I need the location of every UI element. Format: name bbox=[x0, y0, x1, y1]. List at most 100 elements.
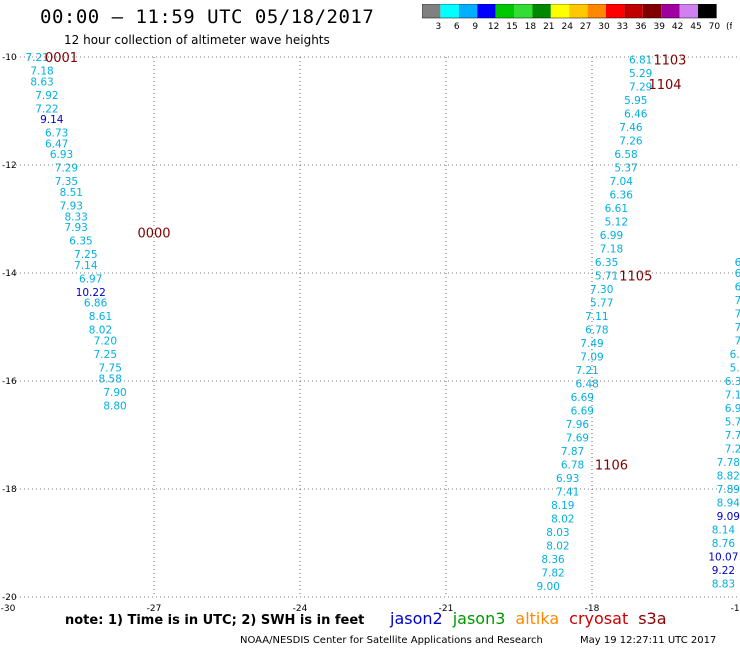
colorbar-label: 33 bbox=[617, 22, 628, 32]
wave-height-value: 7.25 bbox=[74, 249, 97, 261]
y-tick-label: -18 bbox=[2, 485, 17, 495]
wave-height-value: 7.78 bbox=[717, 457, 740, 469]
wave-height-value: 6.46 bbox=[624, 109, 648, 121]
colorbar-label: (ft) bbox=[726, 22, 732, 32]
wave-height-value: 7.18 bbox=[600, 244, 623, 256]
wave-height-value: 7 bbox=[735, 336, 740, 348]
wave-height-value: 6.47 bbox=[45, 138, 68, 150]
wave-height-value: 7.92 bbox=[35, 90, 58, 102]
wave-height-value: 5.7 bbox=[725, 417, 740, 429]
x-tick-label: -27 bbox=[147, 604, 162, 614]
satellite-legend: jason2 jason3 altika cryosat s3a bbox=[390, 609, 677, 628]
colorbar-label: 42 bbox=[672, 22, 683, 32]
wave-height-value: 6.73 bbox=[45, 128, 68, 140]
wave-height-value: 5.77 bbox=[590, 298, 613, 310]
wave-height-value: 7.89 bbox=[717, 484, 740, 496]
wave-height-value: 8.94 bbox=[717, 498, 740, 510]
wave-height-value: 6.35 bbox=[69, 236, 92, 248]
y-tick-label: -14 bbox=[2, 269, 17, 279]
chart-title: 00:00 – 11:59 UTC 05/18/2017 bbox=[40, 6, 375, 28]
wave-height-value: 5.71 bbox=[595, 271, 618, 283]
wave-height-value: 7.7 bbox=[725, 430, 740, 442]
colorbar-swatch bbox=[587, 4, 606, 18]
wave-height-value: 8.82 bbox=[717, 471, 740, 483]
wave-height-value: 7.26 bbox=[619, 136, 643, 148]
wave-height-value: 7.93 bbox=[60, 201, 83, 213]
colorbar-label: 9 bbox=[472, 22, 478, 32]
wave-height-value: 7.18 bbox=[30, 66, 53, 78]
wave-height-value: 7.29 bbox=[629, 82, 652, 94]
wave-height-value: 6.69 bbox=[571, 406, 594, 418]
colorbar-swatch bbox=[477, 4, 496, 18]
wave-height-value: 9.00 bbox=[537, 581, 560, 593]
wave-height-value: 8.14 bbox=[712, 525, 736, 537]
wave-height-value: 6.81 bbox=[629, 55, 652, 67]
chart-subtitle: 12 hour collection of altimeter wave hei… bbox=[64, 33, 330, 47]
wave-height-value: 6 bbox=[735, 268, 740, 280]
wave-height-value: 7.87 bbox=[561, 446, 584, 458]
wave-height-value: 7.1 bbox=[725, 390, 740, 402]
wave-height-value: 8.02 bbox=[546, 541, 569, 553]
wave-height-value: 7.46 bbox=[619, 122, 643, 134]
legend-item-cryosat: cryosat bbox=[569, 609, 629, 628]
colorbar-border bbox=[422, 4, 717, 19]
colorbar-swatch bbox=[514, 4, 533, 18]
time-label: 1103 bbox=[653, 54, 686, 69]
wave-height-value: 7.14 bbox=[74, 260, 98, 272]
y-tick-label: -12 bbox=[2, 161, 17, 171]
wave-height-value: 8.02 bbox=[89, 325, 112, 337]
wave-height-value: 6.9 bbox=[725, 403, 740, 415]
x-tick-label: -30 bbox=[1, 604, 16, 614]
colorbar-label: 21 bbox=[543, 22, 554, 32]
wave-height-value: 6.86 bbox=[84, 298, 108, 310]
wave-height-value: 5.12 bbox=[605, 217, 628, 229]
wave-height-value: 9.14 bbox=[40, 114, 64, 126]
wave-height-value: 7.25 bbox=[94, 349, 117, 361]
wave-height-value: 7.09 bbox=[580, 352, 603, 364]
footer-timestamp: May 19 12:27:11 UTC 2017 bbox=[580, 635, 717, 646]
colorbar-swatch bbox=[422, 4, 441, 18]
colorbar-label: 27 bbox=[580, 22, 591, 32]
wave-height-value: 6.78 bbox=[561, 460, 584, 472]
wave-height-value: 8.33 bbox=[64, 211, 87, 223]
y-tick-label: -16 bbox=[2, 377, 17, 387]
x-tick-label: -21 bbox=[439, 604, 454, 614]
wave-height-value: 7.29 bbox=[55, 163, 78, 175]
wave-height-value: 7.20 bbox=[94, 336, 117, 348]
colorbar-label: 36 bbox=[635, 22, 647, 32]
y-tick-label: -10 bbox=[2, 53, 17, 63]
wave-height-value: 7.2 bbox=[725, 444, 740, 456]
wave-height-value: 7 bbox=[735, 295, 740, 307]
wave-height-value: 8.58 bbox=[99, 373, 122, 385]
wave-height-value: 7.21 bbox=[26, 52, 49, 64]
time-label: 1106 bbox=[595, 459, 628, 474]
colorbar-label: 24 bbox=[561, 22, 573, 32]
wave-height-value: 6.99 bbox=[600, 230, 623, 242]
wave-height-value: 7.93 bbox=[64, 222, 87, 234]
time-label: 1104 bbox=[648, 78, 681, 93]
colorbar-label: 12 bbox=[488, 22, 499, 32]
wave-height-value: 10.07 bbox=[708, 552, 738, 564]
wave-height-value: 7.75 bbox=[99, 363, 122, 375]
colorbar-swatch bbox=[606, 4, 625, 18]
legend-item-jason3: jason3 bbox=[452, 609, 506, 628]
colorbar-label: 3 bbox=[436, 22, 442, 32]
wave-height-value: 6.36 bbox=[610, 190, 634, 202]
colorbar-label: 18 bbox=[525, 22, 537, 32]
wave-height-value: 8.03 bbox=[546, 527, 569, 539]
wave-height-value: 7.21 bbox=[575, 365, 598, 377]
x-tick-label: -15 bbox=[731, 604, 740, 614]
wave-height-value: 6.35 bbox=[595, 257, 618, 269]
colorbar-swatch bbox=[495, 4, 514, 18]
colorbar-swatch bbox=[661, 4, 680, 18]
colorbar-swatch bbox=[698, 4, 717, 18]
colorbar-label: 6 bbox=[454, 22, 460, 32]
wave-height-value: 8.83 bbox=[712, 579, 735, 591]
wave-height-value: 6.4 bbox=[730, 349, 740, 361]
wave-height-value: 7.96 bbox=[566, 419, 590, 431]
wave-height-value: 6.3 bbox=[725, 376, 740, 388]
wave-height-value: 7.35 bbox=[55, 176, 78, 188]
wave-height-value: 5.95 bbox=[624, 95, 647, 107]
legend-item-altika: altika bbox=[515, 609, 560, 628]
